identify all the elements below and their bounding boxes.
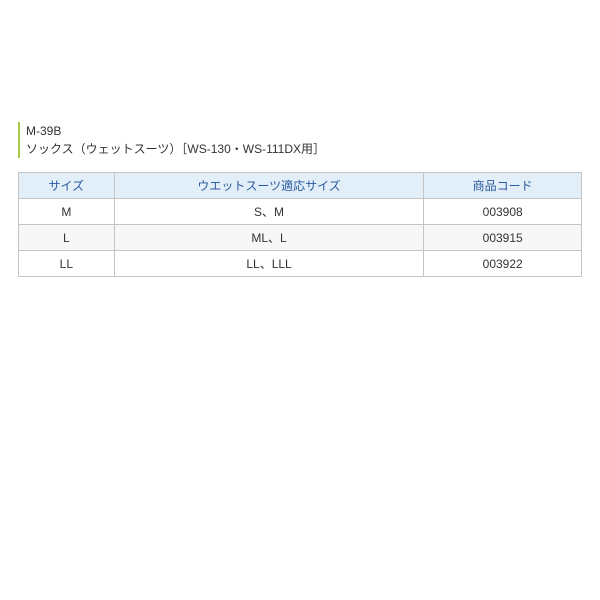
table-header-row: サイズ ウエットスーツ適応サイズ 商品コード [19,173,582,199]
cell-size: LL [19,251,115,277]
title-block: M-39B ソックス（ウェットスーツ）［WS-130・WS-111DX用］ [18,122,582,158]
cell-code: 003908 [424,199,582,225]
product-name: ソックス（ウェットスーツ）［WS-130・WS-111DX用］ [26,140,582,158]
size-table: サイズ ウエットスーツ適応サイズ 商品コード M S、M 003908 L ML… [18,172,582,277]
cell-size: L [19,225,115,251]
table-row: M S、M 003908 [19,199,582,225]
table-row: LL LL、LLL 003922 [19,251,582,277]
cell-fit: ML、L [114,225,424,251]
cell-fit: S、M [114,199,424,225]
cell-code: 003915 [424,225,582,251]
model-number: M-39B [26,122,582,140]
cell-fit: LL、LLL [114,251,424,277]
table-row: L ML、L 003915 [19,225,582,251]
cell-code: 003922 [424,251,582,277]
cell-size: M [19,199,115,225]
col-code: 商品コード [424,173,582,199]
col-fit: ウエットスーツ適応サイズ [114,173,424,199]
product-spec-block: M-39B ソックス（ウェットスーツ）［WS-130・WS-111DX用］ サイ… [18,122,582,277]
col-size: サイズ [19,173,115,199]
